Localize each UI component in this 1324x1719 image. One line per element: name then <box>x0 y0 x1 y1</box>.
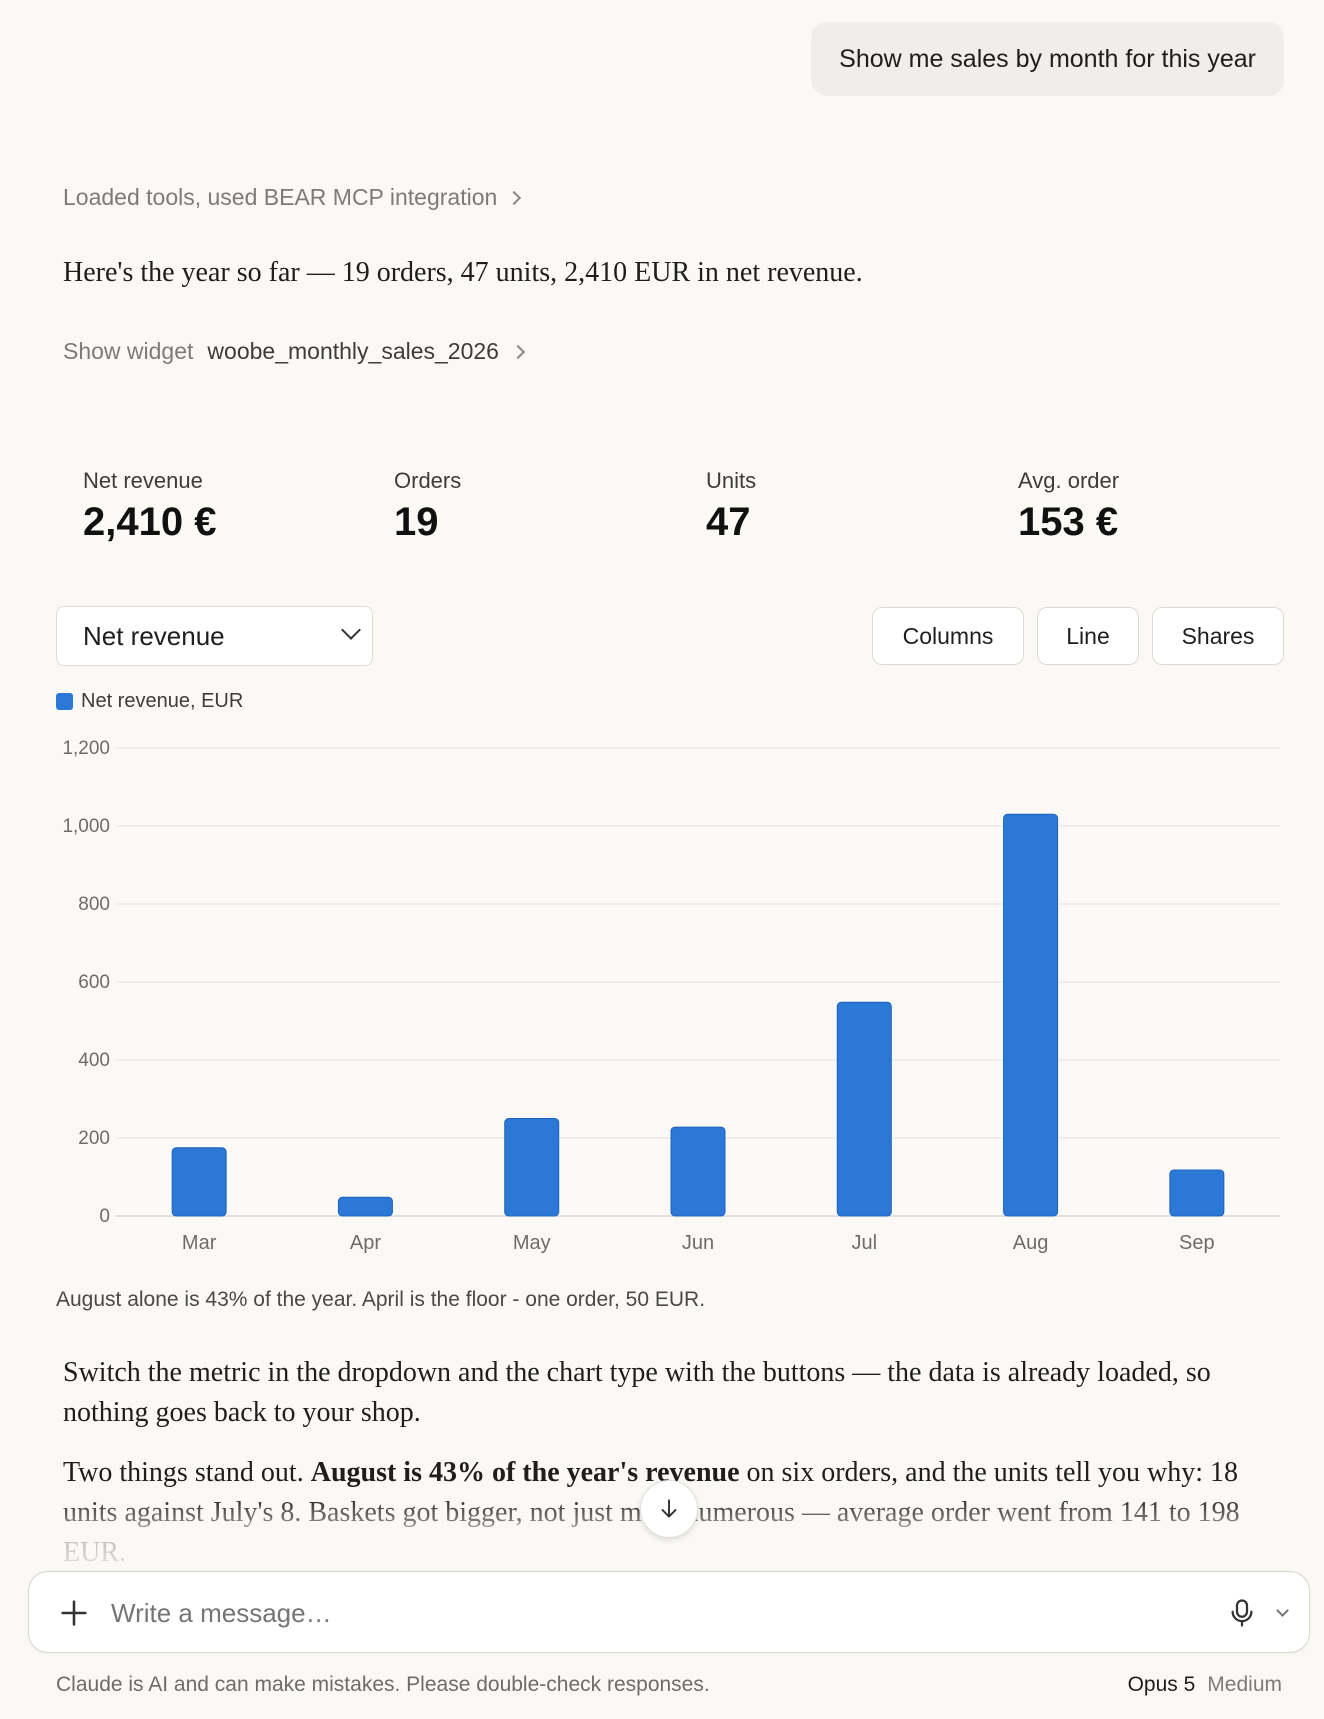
bar <box>670 1126 726 1217</box>
stat-units: Units 47 <box>706 468 756 545</box>
y-tick-label: 1,000 <box>62 816 110 837</box>
stat-label: Net revenue <box>83 468 203 493</box>
chevron-down-icon[interactable] <box>1276 1604 1289 1617</box>
widget-disclosure[interactable]: Show widget woobe_monthly_sales_2026 <box>63 338 526 365</box>
chart-caption: August alone is 43% of the year. April i… <box>56 1288 706 1311</box>
assistant-intro: Here's the year so far — 19 orders, 47 u… <box>63 257 863 288</box>
columns-button[interactable]: Columns <box>872 607 1024 665</box>
bar <box>836 1001 892 1217</box>
y-tick-label: 400 <box>78 1050 110 1071</box>
widget-label: Show widget <box>63 338 194 364</box>
stat-avg-order: Avg. order 153 € <box>1018 468 1119 545</box>
message-composer <box>28 1571 1310 1654</box>
metric-select-value: Net revenue <box>83 620 225 651</box>
bar <box>504 1118 560 1217</box>
chevron-down-icon <box>341 620 361 640</box>
chart-legend: Net revenue, EUR <box>56 690 243 713</box>
y-tick-label: 200 <box>78 1128 110 1149</box>
tools-label: Loaded tools, used BEAR MCP integration <box>63 184 498 210</box>
x-tick-label: Mar <box>182 1232 217 1254</box>
disclaimer: Claude is AI and can make mistakes. Plea… <box>56 1673 710 1696</box>
arrow-down-icon <box>661 1499 677 1518</box>
stat-label: Units <box>706 468 757 493</box>
y-tick-label: 1,200 <box>62 738 110 759</box>
paragraph-lead: Two things stand out. <box>63 1457 311 1488</box>
stat-net-revenue: Net revenue 2,410 € <box>83 468 216 545</box>
model-selector[interactable]: Opus 5 Medium <box>1128 1673 1282 1697</box>
stat-orders: Orders 19 <box>394 468 461 545</box>
sales-bar-chart: 0 200 400 600 800 1,000 1,200 Mar Apr May Jun Jul Au… <box>62 738 1280 1254</box>
stat-label: Avg. order <box>1018 468 1120 493</box>
line-button[interactable]: Line <box>1037 607 1139 665</box>
stat-value: 2,410 € <box>83 500 217 544</box>
y-tick-label: 600 <box>78 972 110 993</box>
paragraph-switch-metric: Switch the metric in the dropdown and th… <box>63 1357 1211 1428</box>
scroll-down-button[interactable] <box>640 1480 698 1538</box>
x-tick-label: Aug <box>1013 1232 1049 1254</box>
shares-button[interactable]: Shares <box>1152 607 1284 665</box>
stat-value: 19 <box>394 500 439 544</box>
user-message-bubble: Show me sales by month for this year <box>811 22 1284 96</box>
stat-value: 153 € <box>1018 500 1119 544</box>
bar <box>1003 813 1059 1217</box>
x-tick-label: Jul <box>851 1232 877 1254</box>
bar <box>337 1196 393 1217</box>
stat-value: 47 <box>706 500 751 544</box>
chevron-right-icon <box>510 344 526 359</box>
x-tick-label: Jun <box>682 1232 714 1254</box>
stat-label: Orders <box>394 468 462 493</box>
x-tick-label: Sep <box>1179 1232 1215 1254</box>
tools-disclosure[interactable]: Loaded tools, used BEAR MCP integration <box>63 184 522 211</box>
legend-label: Net revenue, EUR <box>81 690 244 712</box>
bar <box>1169 1169 1225 1217</box>
bar <box>171 1147 227 1217</box>
microphone-icon[interactable] <box>1227 1596 1257 1630</box>
message-input[interactable] <box>111 1572 1111 1654</box>
widget-name: woobe_monthly_sales_2026 <box>207 338 499 364</box>
stats-row: Net revenue 2,410 € Orders 19 Units 47 A… <box>83 468 1283 548</box>
legend-swatch <box>56 693 73 710</box>
chevron-right-icon <box>507 190 522 205</box>
model-name: Opus 5 <box>1127 1673 1196 1696</box>
metric-select[interactable]: Net revenue <box>56 606 373 666</box>
model-effort: Medium <box>1207 1673 1282 1696</box>
y-tick-label: 0 <box>99 1206 110 1227</box>
x-tick-label: May <box>513 1232 551 1254</box>
x-tick-label: Apr <box>350 1232 381 1254</box>
plus-icon[interactable] <box>57 1596 91 1630</box>
y-tick-label: 800 <box>78 894 110 915</box>
